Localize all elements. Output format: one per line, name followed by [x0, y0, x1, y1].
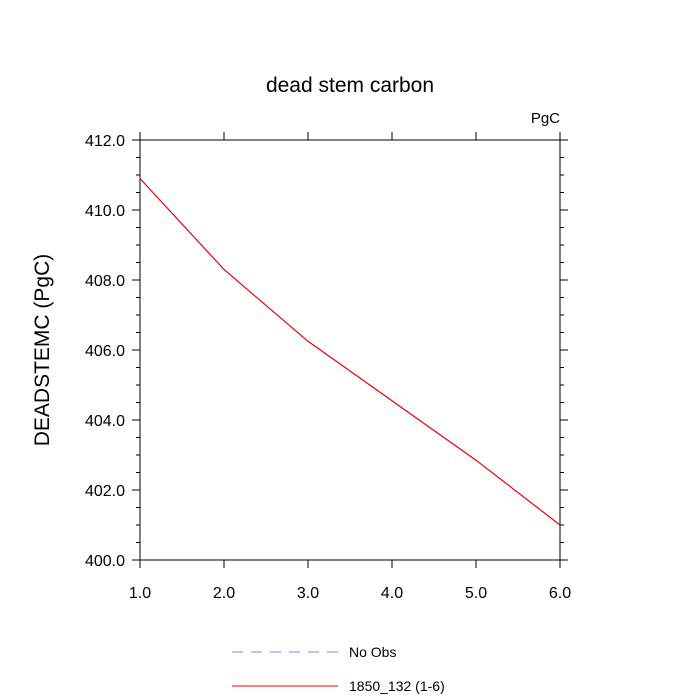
x-tick-label: 1.0 — [129, 585, 151, 602]
y-tick-label: 410.0 — [85, 203, 125, 220]
y-tick-label: 400.0 — [85, 553, 125, 570]
chart-title: dead stem carbon — [266, 74, 434, 97]
axis-ticks — [132, 132, 568, 568]
x-tick-labels: 1.0 2.0 3.0 4.0 5.0 6.0 — [129, 585, 571, 602]
x-tick-label: 3.0 — [297, 585, 319, 602]
legend-label: No Obs — [349, 644, 396, 660]
x-tick-label: 5.0 — [465, 585, 487, 602]
x-tick-label: 4.0 — [381, 585, 403, 602]
plot-frame — [139, 139, 561, 561]
y-tick-label: 408.0 — [85, 273, 125, 290]
y-axis-label: DEADSTEMC (PgC) — [31, 254, 54, 447]
legend-label: 1850_132 (1-6) — [349, 678, 445, 694]
series-layer — [139, 178, 561, 526]
series-line — [139, 178, 561, 526]
y-tick-label: 406.0 — [85, 343, 125, 360]
legend: No Obs 1850_132 (1-6) — [232, 644, 445, 694]
y-tick-label: 412.0 — [85, 133, 125, 150]
y-tick-labels: 400.0 402.0 404.0 406.0 408.0 410.0 412.0 — [85, 133, 125, 570]
y-tick-label: 402.0 — [85, 483, 125, 500]
x-tick-label: 6.0 — [549, 585, 571, 602]
units-label: PgC — [531, 110, 560, 127]
y-tick-label: 404.0 — [85, 413, 125, 430]
x-tick-label: 2.0 — [213, 585, 235, 602]
